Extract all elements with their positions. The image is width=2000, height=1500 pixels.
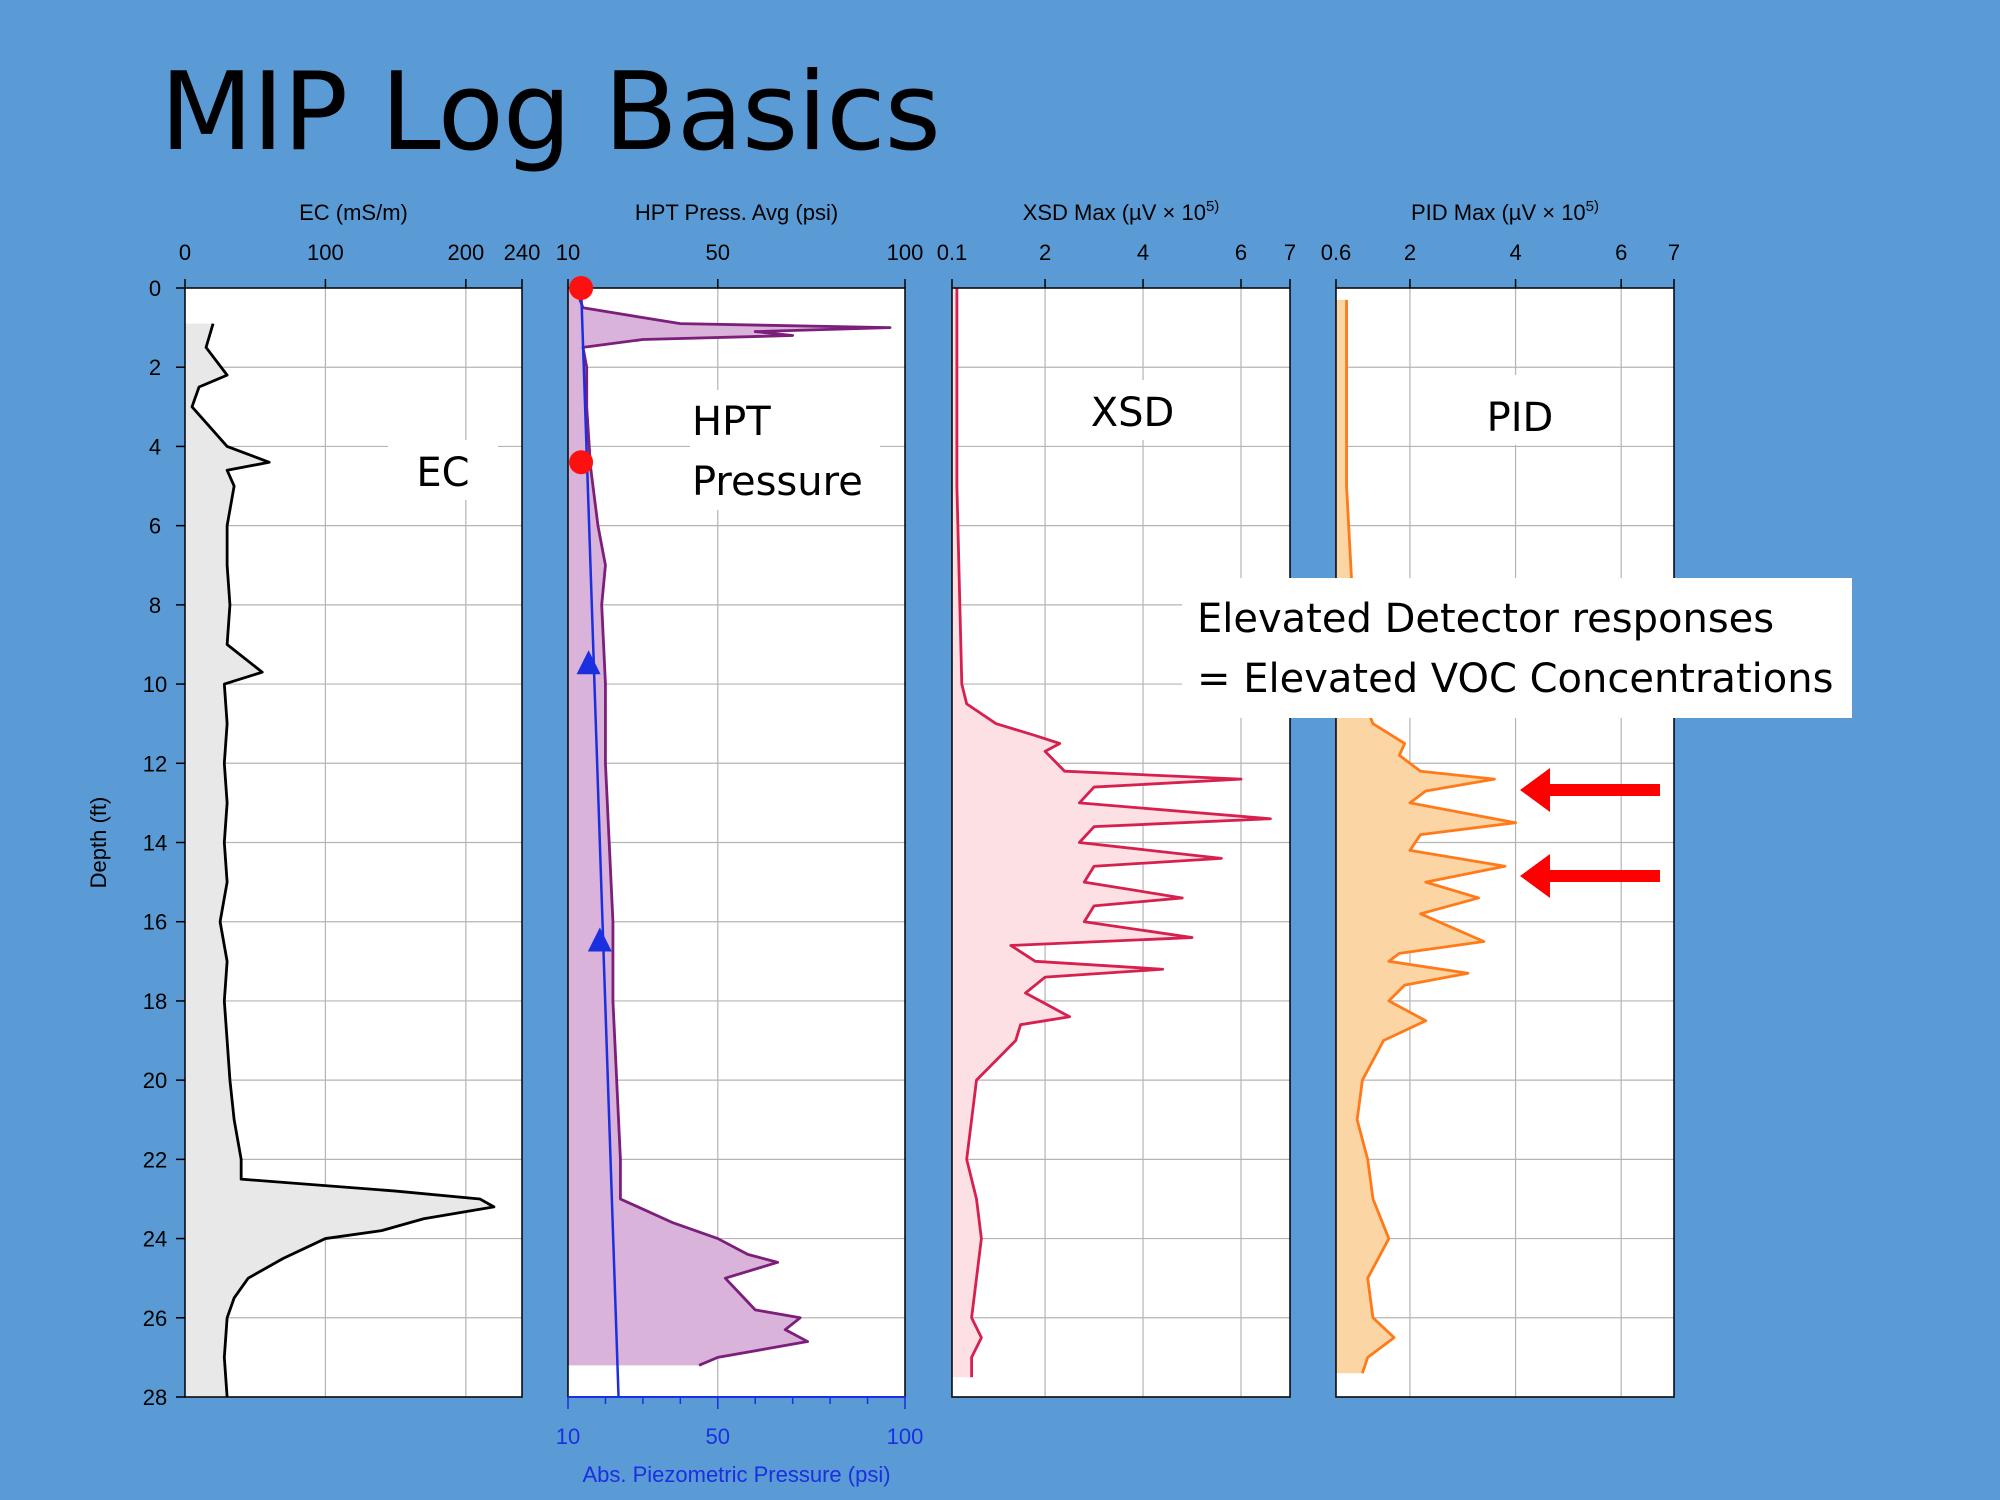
track-hpt: 10 50 100 HPT Press. Avg (psi) 10 50 100 Abs. P… [556,200,924,1487]
y-tick-label: 10 [143,672,167,697]
secondary-tick-label: 50 [706,1424,730,1449]
secondary-axis-title: Abs. Piezometric Pressure (psi) [582,1462,890,1487]
panel-label: PID [1487,395,1554,441]
panel-label: XSD [1091,390,1175,436]
piezo-point-red [569,450,593,474]
x-tick-label: 200 [447,240,484,265]
x-tick-label: 2 [1404,240,1416,265]
x-tick-label: 0.1 [937,240,968,265]
x-tick-label: 240 [504,240,541,265]
red-arrow-joint [1548,870,1562,882]
track-title: EC (mS/m) [299,200,408,225]
x-tick-label: 10 [556,240,580,265]
red-arrow-shaft [1560,870,1660,882]
y-tick-label: 24 [143,1227,167,1252]
x-tick-label: 50 [706,240,730,265]
y-tick-label: 18 [143,989,167,1014]
x-tick-label: 7 [1284,240,1296,265]
panel-label: EC [416,450,469,496]
panel-label: HPT [692,399,771,445]
y-tick-label: 4 [149,434,161,459]
track-title: HPT Press. Avg (psi) [635,200,838,225]
y-tick-label: 22 [143,1147,167,1172]
x-tick-label: 0.6 [1321,240,1352,265]
y-tick-label: 20 [143,1068,167,1093]
mip-log-chart: 0246810121416182022242628Depth (ft)0 100 2… [0,0,2000,1500]
x-tick-label: 6 [1235,240,1247,265]
track-title: XSD Max (µV × 105) [1023,198,1220,225]
y-tick-label: 6 [149,514,161,539]
y-axis-label: Depth (ft) [86,797,111,889]
y-tick-label: 14 [143,831,167,856]
annotation-line-2: = Elevated VOC Concentrations [1197,656,1833,702]
y-tick-label: 28 [143,1385,167,1410]
x-tick-label: 7 [1668,240,1680,265]
secondary-tick-label: 10 [556,1424,580,1449]
y-tick-label: 8 [149,593,161,618]
red-arrow-shaft [1560,784,1660,796]
track-pid: 0.6 2 4 6 7 PID Max (µV × 105) PID [1321,198,1680,1397]
y-tick-label: 0 [149,276,161,301]
track-xsd: 0.1 2 4 6 7 XSD Max (µV × 105) XSD [937,198,1296,1397]
panel-label: Pressure [692,459,863,505]
secondary-tick-label: 100 [887,1424,924,1449]
y-tick-label: 12 [143,751,167,776]
x-tick-label: 0 [179,240,191,265]
x-tick-label: 6 [1615,240,1627,265]
x-tick-label: 2 [1039,240,1051,265]
y-tick-label: 16 [143,910,167,935]
x-tick-label: 100 [887,240,924,265]
x-tick-label: 4 [1137,240,1149,265]
piezo-point-red [569,276,593,300]
red-arrow-joint [1548,784,1562,796]
x-tick-label: 4 [1509,240,1521,265]
annotation-line-1: Elevated Detector responses [1197,596,1774,642]
y-tick-label: 2 [149,355,161,380]
y-tick-label: 26 [143,1306,167,1331]
x-tick-label: 100 [307,240,344,265]
track-title: PID Max (µV × 105) [1411,198,1599,225]
track-ec: 0 100 200 240 EC (mS/m) EC [179,200,540,1397]
